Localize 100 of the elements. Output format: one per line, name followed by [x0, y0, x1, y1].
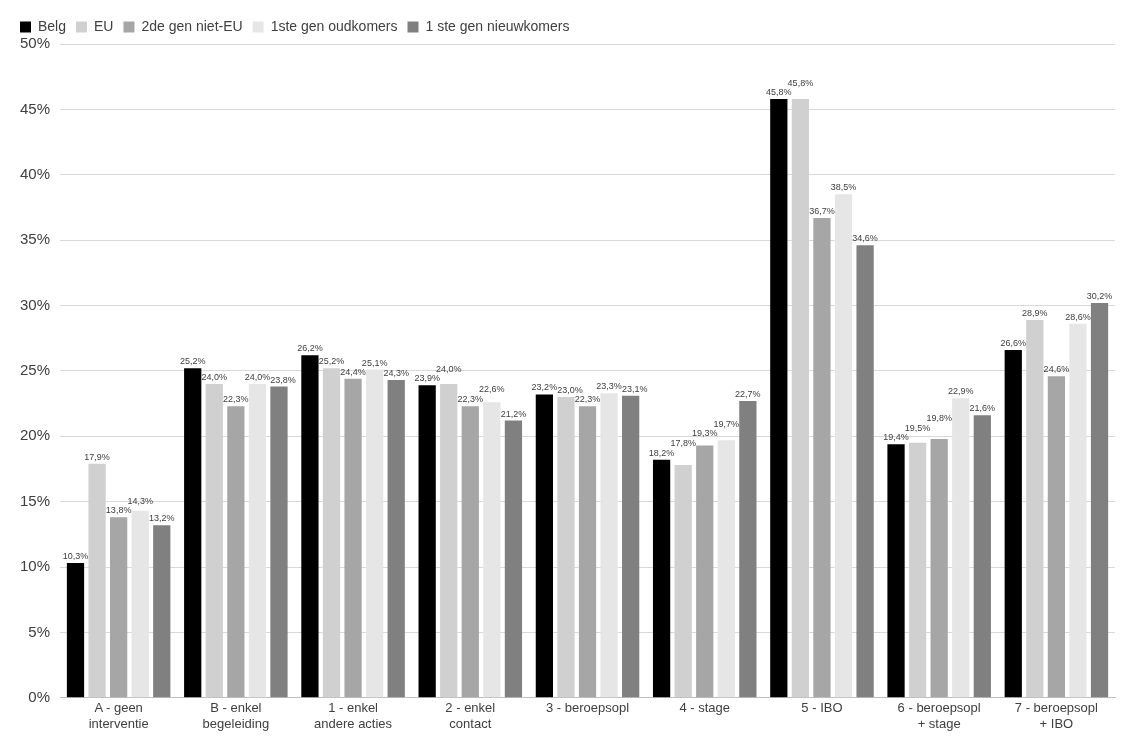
bar — [600, 393, 618, 698]
y-tick-label: 25% — [19, 361, 51, 379]
data-label: 23,2% — [531, 382, 558, 393]
data-label: 45,8% — [766, 86, 792, 97]
bar — [344, 378, 362, 698]
data-label: 23,3% — [596, 381, 622, 392]
data-label: 24,4% — [340, 366, 366, 377]
data-label: 14,3% — [127, 495, 153, 506]
bar — [856, 245, 874, 698]
y-tick-label: 10% — [19, 557, 51, 575]
bar — [717, 440, 735, 698]
data-label: 25,2% — [179, 356, 206, 367]
bar — [270, 386, 288, 698]
bar — [366, 369, 384, 698]
bar — [578, 406, 597, 698]
y-tick-label: 5% — [28, 622, 51, 640]
bar — [930, 438, 948, 698]
bar — [483, 402, 501, 698]
bar — [418, 385, 436, 698]
data-label: 24,0% — [435, 363, 462, 374]
y-tick-label: 0% — [28, 687, 51, 705]
bar — [1047, 376, 1066, 698]
y-tick-label: 30% — [19, 295, 51, 313]
bar — [887, 444, 905, 698]
data-label: 21,6% — [969, 403, 996, 414]
data-label: 22,6% — [479, 384, 505, 395]
data-label: 13,2% — [149, 513, 175, 524]
legend-label: 1ste gen oudkomers — [270, 17, 398, 34]
data-label: 22,3% — [457, 394, 484, 405]
y-tick-label: 15% — [19, 491, 51, 509]
data-label: 25,2% — [318, 356, 345, 367]
bar — [770, 98, 788, 698]
data-label: 23,9% — [414, 373, 440, 384]
data-label: 26,6% — [1000, 337, 1027, 348]
bar — [739, 400, 757, 698]
data-label: 22,3% — [574, 394, 601, 405]
x-tick-label: 5 - IBO — [801, 700, 843, 716]
y-tick-label: 35% — [19, 230, 51, 248]
data-label: 23,1% — [621, 383, 648, 394]
data-label: 17,8% — [670, 438, 696, 449]
legend-label: Belg — [38, 17, 67, 34]
bar — [227, 406, 245, 698]
data-label: 28,6% — [1065, 311, 1091, 322]
data-label: 24,0% — [201, 371, 228, 382]
x-tick-label: 2 - enkel contact — [445, 700, 496, 731]
y-tick-label: 50% — [19, 34, 51, 52]
bar — [1090, 302, 1109, 698]
bar — [387, 380, 405, 698]
legend-label: EU — [94, 17, 114, 34]
bar — [301, 355, 319, 698]
data-label: 13,8% — [105, 505, 132, 516]
y-tick-label: 45% — [19, 99, 51, 117]
bar — [696, 445, 714, 698]
bar — [652, 459, 671, 698]
data-label: 24,3% — [383, 368, 409, 379]
bar — [952, 398, 970, 698]
data-label: 38,5% — [830, 182, 857, 193]
data-label: 26,2% — [297, 343, 323, 354]
bar — [153, 525, 171, 698]
data-label: 22,3% — [223, 394, 249, 405]
bar — [248, 383, 267, 698]
legend-label: 1 ste gen nieuwkomers — [425, 17, 570, 34]
data-label: 24,6% — [1043, 364, 1070, 375]
x-tick-label: 7 - beroepsopl + IBO — [1014, 700, 1099, 731]
data-label: 25,1% — [361, 357, 388, 368]
x-tick-label: 1 - enkel andere acties — [314, 700, 393, 731]
x-tick-label: 4 - stage — [679, 700, 731, 716]
data-label: 19,4% — [883, 432, 909, 443]
data-label: 19,8% — [926, 412, 952, 423]
bar — [973, 415, 991, 698]
x-tick-label: A - geen interventie — [88, 700, 149, 731]
data-label: 19,7% — [713, 419, 740, 430]
data-label: 23,0% — [557, 385, 583, 396]
data-label: 19,5% — [904, 422, 931, 433]
data-label: 36,7% — [809, 205, 835, 216]
data-label: 18,2% — [648, 447, 675, 458]
bar — [131, 510, 149, 698]
bar — [1004, 349, 1022, 698]
data-label: 28,9% — [1022, 307, 1048, 318]
bar — [622, 395, 640, 698]
bar — [1069, 323, 1087, 698]
x-tick-label: 6 - beroepsopl + stage — [897, 700, 981, 731]
data-label: 21,2% — [500, 408, 527, 419]
bar — [110, 517, 128, 698]
y-tick-label: 40% — [19, 164, 51, 182]
data-label: 22,9% — [947, 386, 974, 397]
bar — [184, 368, 202, 698]
x-tick-label: 3 - beroepsopl — [545, 700, 630, 716]
data-label: 19,3% — [691, 428, 718, 439]
bar — [504, 420, 523, 698]
y-tick-label: 20% — [19, 426, 51, 444]
data-label: 22,7% — [735, 388, 761, 399]
bar — [834, 194, 853, 698]
data-label: 23,8% — [270, 374, 296, 385]
data-label: 34,6% — [852, 233, 878, 244]
bar — [535, 394, 553, 698]
bar — [813, 217, 831, 698]
legend-label: 2de gen niet-EU — [141, 17, 243, 34]
x-tick-label: B - enkel begeleiding — [202, 700, 270, 731]
data-label: 45,8% — [787, 77, 814, 88]
